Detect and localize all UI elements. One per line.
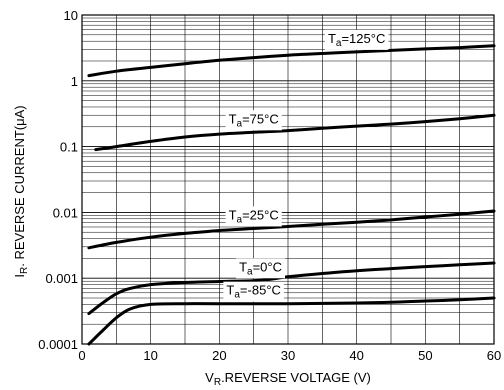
series-line bbox=[87, 261, 496, 316]
x-tick-label: 10 bbox=[143, 348, 157, 363]
series-label-prefix: T bbox=[328, 31, 336, 46]
grid bbox=[82, 15, 494, 344]
series-label: Ta=125°C bbox=[324, 29, 389, 50]
y-axis-title-end: A) bbox=[12, 105, 27, 118]
series-label-text: Ta=75°C bbox=[229, 111, 279, 129]
series-line bbox=[94, 113, 496, 152]
series-label-prefix: T bbox=[229, 207, 237, 222]
series-label-unit: °C bbox=[266, 283, 281, 298]
x-tick-label: 40 bbox=[349, 348, 363, 363]
y-axis-title-mu: μ bbox=[12, 118, 27, 126]
series-label-value: =25 bbox=[242, 207, 264, 222]
y-tick-label: 1 bbox=[71, 74, 78, 89]
series-label-text: Ta=0°C bbox=[239, 259, 282, 277]
x-axis-title-rest: .REVERSE VOLTAGE (V) bbox=[221, 370, 371, 385]
series-label-subscript: a bbox=[237, 214, 243, 225]
series-label-text: Ta=25°C bbox=[229, 207, 279, 225]
series-label: Ta=25°C bbox=[225, 206, 282, 227]
x-axis-title: VR.REVERSE VOLTAGE (V) bbox=[205, 370, 371, 388]
y-tick-label: 0.1 bbox=[60, 140, 78, 155]
x-tick-label: 50 bbox=[418, 348, 432, 363]
series-label-value: =75 bbox=[242, 111, 264, 126]
x-tick-label: 0 bbox=[78, 348, 85, 363]
series-label-unit: °C bbox=[264, 207, 279, 222]
series-label-background bbox=[225, 206, 282, 227]
x-axis-title-subscript: R bbox=[214, 377, 221, 388]
plot-frame bbox=[81, 14, 495, 345]
series-label-background bbox=[324, 29, 389, 50]
series-label-text: Ta=125°C bbox=[328, 31, 385, 49]
series-label-background bbox=[236, 258, 286, 279]
series-label-prefix: T bbox=[226, 283, 234, 298]
series-label: Ta=0°C bbox=[236, 258, 286, 279]
series-label-subscript: a bbox=[237, 118, 243, 129]
series-label: Ta=-85°C bbox=[223, 281, 284, 302]
series-label-prefix: T bbox=[239, 259, 247, 274]
series-line bbox=[87, 44, 496, 78]
series-label-value: =0 bbox=[253, 259, 268, 274]
x-axis-title-main: V bbox=[205, 370, 214, 385]
x-tick-label: 60 bbox=[487, 348, 501, 363]
y-axis-title-rest: . REVERSE CURRENT( bbox=[12, 125, 27, 267]
series-label-value: =125 bbox=[341, 31, 370, 46]
y-tick-label: 0.001 bbox=[45, 271, 78, 286]
y-tick-label: 10 bbox=[64, 8, 78, 23]
series-line bbox=[87, 209, 496, 250]
series-label-text: Ta=-85°C bbox=[226, 283, 281, 301]
series-label-unit: °C bbox=[371, 31, 386, 46]
series-line bbox=[87, 296, 496, 346]
y-tick-label: 0.01 bbox=[53, 205, 78, 220]
series-label-subscript: a bbox=[247, 266, 253, 277]
series-label-prefix: T bbox=[229, 111, 237, 126]
x-tick-label: 20 bbox=[212, 348, 226, 363]
series-label: Ta=75°C bbox=[225, 110, 282, 131]
series-label-subscript: a bbox=[336, 38, 342, 49]
tick-labels: 0 10 20 30 40 50 60 0.0001 0.001 0.01 0.1 1 10 bbox=[38, 8, 501, 363]
series-label-value: =-85 bbox=[240, 283, 266, 298]
y-axis-title-subscript: R bbox=[19, 267, 30, 274]
series-lines bbox=[87, 44, 496, 346]
y-axis-title-main: I bbox=[12, 274, 27, 278]
x-tick-label: 30 bbox=[281, 348, 295, 363]
series-label-unit: °C bbox=[264, 111, 279, 126]
series-label-unit: °C bbox=[267, 259, 282, 274]
y-tick-label: 0.0001 bbox=[38, 337, 78, 352]
series-label-background bbox=[225, 110, 282, 131]
y-axis-title: IR. REVERSE CURRENT(μA) bbox=[12, 105, 30, 277]
series-label-background bbox=[223, 281, 284, 302]
series-label-subscript: a bbox=[234, 290, 240, 301]
series-labels: Ta=125°CTa=75°CTa=25°CTa=0°CTa=-85°C bbox=[223, 29, 389, 302]
